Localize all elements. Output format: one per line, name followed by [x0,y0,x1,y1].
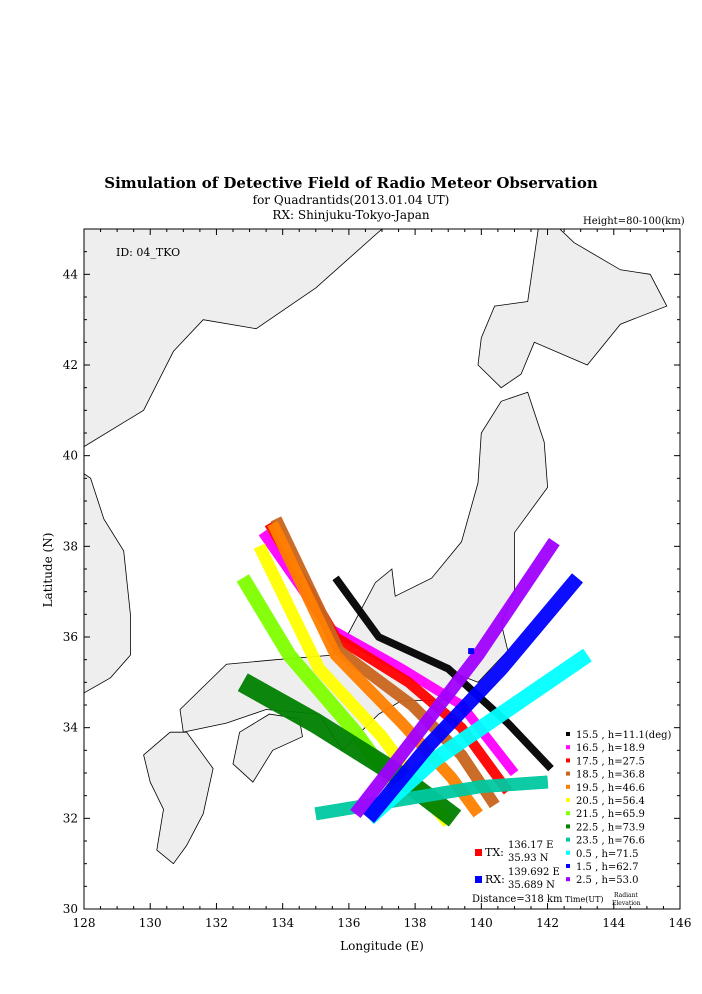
legend-swatch [566,745,570,750]
landmass-0 [477,229,668,389]
legend: 15.5 , h=11.1(deg) 16.5 , h=18.9 17.5 , h=… [566,730,672,886]
legend-entry: 17.5 , h=27.5 [576,756,645,767]
chart-subtitle-rx: RX: Shinjuku-Tokyo-Japan [272,208,430,222]
landmass-3 [143,731,214,865]
legend-entry: 16.5 , h=18.9 [576,743,645,754]
x-tick-label: 134 [271,916,294,930]
height-label: Height=80-100(km) [583,216,685,227]
japan-coastline-map [84,175,668,865]
x-tick-label: 130 [139,916,162,930]
tx-lat: 35.93 N [508,853,549,864]
legend-swatch [566,771,570,776]
x-tick-label: 140 [470,916,493,930]
legend-elevation-label: Elevation [612,900,641,907]
y-tick-label: 38 [63,539,78,553]
y-tick-label: 44 [63,267,79,281]
x-tick-label: 146 [669,916,692,930]
landmass-2 [232,713,303,783]
tx-lon: 136.17 E [508,840,553,851]
y-tick-label: 30 [63,902,78,916]
x-tick-label: 132 [205,916,228,930]
legend-swatch [566,850,570,855]
landmass-6 [84,229,383,447]
x-tick-label: 138 [404,916,427,930]
id-label: ID: 04_TKO [116,246,180,259]
x-tick-label: 142 [536,916,559,930]
band-series-10 [363,573,584,824]
legend-swatch [566,811,570,816]
legend-swatch [566,864,570,868]
tx-label: TX: [485,846,504,859]
legend-swatch [566,798,570,802]
detection-bands [236,516,592,828]
rx-lat: 35.689 N [508,880,555,891]
rx-map-marker [468,648,475,655]
chart-title: Simulation of Detective Field of Radio M… [104,174,598,192]
legend-entry: 2.5 , h=53.0 [576,875,639,886]
band-series-11 [350,537,560,819]
x-tick-label: 128 [73,916,96,930]
legend-entry: 1.5 , h=62.7 [576,862,639,873]
distance-label: Distance=318 km [472,894,563,905]
rx-lon: 139.692 E [508,867,560,878]
legend-swatch [566,837,570,842]
legend-entry: 18.5 , h=36.8 [576,770,645,781]
x-tick-label: 144 [602,916,625,930]
legend-swatch [566,758,570,763]
rx-label: RX: [485,873,505,886]
rx-marker [475,876,482,883]
chart-subtitle: for Quadrantids(2013.01.04 UT) [252,193,450,207]
legend-entry: 15.5 , h=11.1(deg) [576,730,672,741]
legend-radiant-label: Radiant [614,892,638,899]
legend-entry: 23.5 , h=76.6 [576,836,645,847]
y-tick-label: 40 [63,449,78,463]
tx-marker [475,849,482,856]
y-axis-label: Latitude (N) [41,533,55,608]
legend-entry: 19.5 , h=46.6 [576,783,645,794]
legend-swatch [566,877,570,882]
legend-entry: 20.5 , h=56.4 [576,796,645,807]
legend-swatch [566,784,570,789]
x-axis-label: Longitude (E) [340,939,424,953]
axis-ticks: 128 130 132 134 136 138 140 142 144 146 30 32 34 36 38… [63,229,692,930]
band-series-0 [332,575,554,772]
y-tick-label: 36 [63,630,78,644]
landmass-4 [84,473,131,694]
legend-time-label: Time(UT) [565,895,604,904]
legend-swatch [566,824,570,829]
legend-swatch [566,732,570,736]
legend-entry: 0.5 , h=71.5 [576,849,639,860]
y-tick-label: 42 [63,358,78,372]
legend-entry: 22.5 , h=73.9 [576,822,645,833]
y-tick-label: 32 [63,811,78,825]
landmass-5 [481,175,544,207]
x-tick-label: 136 [337,916,360,930]
y-tick-label: 34 [63,721,79,735]
legend-entry: 21.5 , h=65.9 [576,809,645,820]
